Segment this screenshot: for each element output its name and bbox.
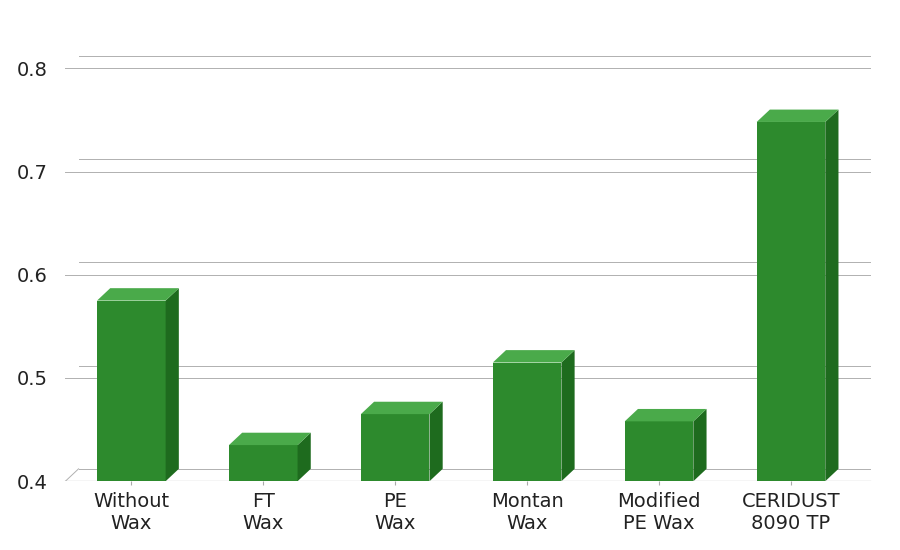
Polygon shape	[757, 109, 839, 122]
Polygon shape	[693, 409, 706, 481]
Polygon shape	[97, 288, 179, 300]
Polygon shape	[361, 402, 443, 414]
Polygon shape	[429, 402, 443, 481]
Polygon shape	[562, 350, 574, 481]
Polygon shape	[97, 300, 166, 481]
Polygon shape	[166, 288, 179, 481]
Polygon shape	[493, 362, 562, 481]
Polygon shape	[825, 109, 839, 481]
Polygon shape	[229, 445, 298, 481]
Polygon shape	[298, 433, 310, 481]
Polygon shape	[493, 350, 574, 362]
Polygon shape	[361, 414, 429, 481]
Polygon shape	[625, 421, 693, 481]
Polygon shape	[757, 122, 825, 481]
Polygon shape	[229, 433, 310, 445]
Polygon shape	[625, 409, 706, 421]
